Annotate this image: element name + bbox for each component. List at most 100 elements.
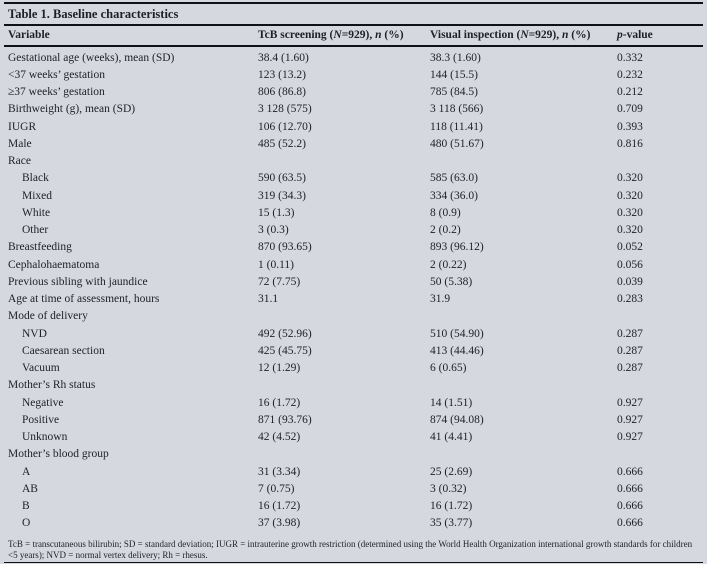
tcb-value-cell: 15 (1.3) [258,206,295,219]
tcb-value-cell: 3 (0.3) [258,224,289,237]
visual-value-cell [430,153,617,170]
pvalue-cell: 0.039 [617,275,643,288]
tcb-value-cell: 425 (45.75) [258,344,312,357]
visual-value-cell: 510 (54.90) [430,327,484,340]
table-row: Mother’s blood group [4,446,703,463]
table-row: Gestational age (weeks), mean (SD) 38.4 (… [4,46,703,66]
variable-cell: Positive [22,413,60,426]
tcb-value-cell: 1 (0.11) [258,258,294,271]
tcb-value-cell: 485 (52.2) [258,137,306,150]
column-header-visual-inspection: Visual inspection (N=929), n (%) [430,26,617,47]
pvalue-cell: 0.052 [617,241,643,254]
visual-value-cell: 2 (0.22) [430,258,467,271]
table-row: Breastfeeding 870 (93.65) 893 (96.12) 0.052 [4,239,703,256]
tcb-value-cell: 31 (3.34) [258,465,301,478]
pvalue-cell: 0.283 [617,293,643,306]
table-footnote: TcB = transcutaneous bilirubin; SD = sta… [8,539,693,560]
visual-value-cell: 2 (0.2) [430,224,461,237]
table-row: Birthweight (g), mean (SD) 3 128 (575) 3 1… [4,101,703,118]
tcb-value-cell: 12 (1.29) [258,362,301,375]
tcb-value-cell [258,446,430,463]
variable-cell: IUGR [8,120,37,133]
variable-cell: Race [8,155,31,168]
variable-cell: <37 weeks’ gestation [8,68,105,81]
variable-cell: Breastfeeding [8,241,72,254]
table-row: Mixed 319 (34.3) 334 (36.0) 0.320 [4,187,703,204]
tcb-value-cell [258,153,430,170]
pvalue-cell: 0.666 [617,500,643,513]
table-row: Positive 871 (93.76) 874 (94.08) 0.927 [4,411,703,428]
tcb-value-cell: 7 (0.75) [258,482,295,495]
column-header-variable: Variable [4,26,258,47]
table-row: Male 485 (52.2) 480 (51.67) 0.816 [4,135,703,152]
pvalue-cell [617,446,703,463]
pvalue-cell [617,377,703,394]
visual-value-cell: 25 (2.69) [430,465,473,478]
visual-value-cell: 41 (4.41) [430,431,473,444]
tcb-value-cell [258,377,430,394]
tcb-value-cell [258,308,430,325]
visual-value-cell: 893 (96.12) [430,241,484,254]
pvalue-cell: 0.056 [617,258,643,271]
variable-cell: AB [22,482,38,495]
tcb-value-cell: 106 (12.70) [258,120,312,133]
table-row: B 16 (1.72) 16 (1.72) 0.666 [4,498,703,515]
visual-value-cell: 31.9 [430,293,451,306]
visual-value-cell: 480 (51.67) [430,137,484,150]
visual-value-cell: 785 (84.5) [430,86,478,99]
variable-cell: Male [8,137,32,150]
table-row: ≥37 weeks’ gestation 806 (86.8) 785 (84.5)… [4,84,703,101]
variable-cell: Previous sibling with jaundice [8,275,148,288]
pvalue-cell [617,308,703,325]
header-row: Variable TcB screening (N=929), n (%) Visu… [4,26,703,47]
variable-cell: ≥37 weeks’ gestation [8,86,105,99]
variable-cell: Cephalohaematoma [8,258,100,271]
visual-value-cell: 413 (44.46) [430,344,484,357]
visual-value-cell: 3 (0.32) [430,482,467,495]
table-row: A 31 (3.34) 25 (2.69) 0.666 [4,463,703,480]
variable-cell: Mixed [22,189,53,202]
variable-cell: Vacuum [22,362,60,375]
variable-cell: Age at time of assessment, hours [8,293,160,306]
table-row: Vacuum 12 (1.29) 6 (0.65) 0.287 [4,360,703,377]
table-row: Age at time of assessment, hours 31.1 31.9… [4,291,703,308]
visual-value-cell: 14 (1.51) [430,396,473,409]
visual-value-cell: 118 (11.41) [430,120,483,133]
visual-value-cell [430,308,617,325]
pvalue-cell: 0.927 [617,431,643,444]
baseline-characteristics-table: Variable TcB screening (N=929), n (%) Visu… [4,26,703,532]
pvalue-cell: 0.332 [617,51,643,64]
pvalue-cell: 0.709 [617,103,643,116]
table-container: Table 1. Baseline characteristics Variab… [4,0,703,560]
visual-value-cell [430,377,617,394]
variable-cell: B [22,500,30,513]
variable-cell: Birthweight (g), mean (SD) [8,103,136,116]
pvalue-cell: 0.287 [617,327,643,340]
tcb-value-cell: 870 (93.65) [258,241,312,254]
variable-cell: Mother’s blood group [8,448,109,461]
table-row: AB 7 (0.75) 3 (0.32) 0.666 [4,480,703,497]
variable-cell: Mother’s Rh status [8,379,96,392]
variable-cell: O [22,517,31,530]
visual-value-cell: 3 118 (566) [430,103,484,116]
table-row: Negative 16 (1.72) 14 (1.51) 0.927 [4,394,703,411]
variable-cell: NVD [22,327,47,340]
visual-value-cell: 144 (15.5) [430,68,478,81]
table-row: White 15 (1.3) 8 (0.9) 0.320 [4,204,703,221]
tcb-value-cell: 16 (1.72) [258,396,301,409]
table-row: Unknown 42 (4.52) 41 (4.41) 0.927 [4,429,703,446]
tcb-value-cell: 319 (34.3) [258,189,306,202]
tcb-value-cell: 806 (86.8) [258,86,306,99]
pvalue-cell: 0.320 [617,172,643,185]
variable-cell: Black [22,172,49,185]
tcb-value-cell: 871 (93.76) [258,413,312,426]
pvalue-cell: 0.666 [617,482,643,495]
variable-cell: Unknown [22,431,68,444]
pvalue-cell: 0.320 [617,189,643,202]
visual-value-cell [430,446,617,463]
pvalue-cell: 0.393 [617,120,643,133]
variable-cell: White [22,206,51,219]
variable-cell: Gestational age (weeks), mean (SD) [8,51,175,64]
pvalue-cell: 0.320 [617,224,643,237]
